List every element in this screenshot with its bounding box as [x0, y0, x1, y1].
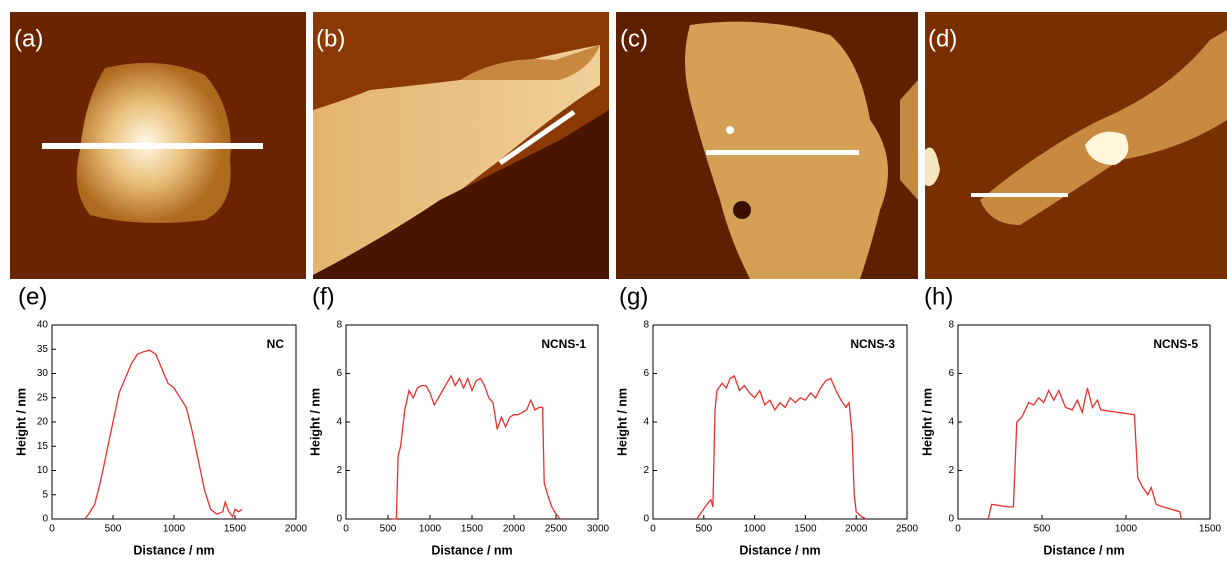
y-axis-title: Height / nm [308, 388, 322, 456]
x-axis-title: Distance / nm [431, 543, 512, 557]
x-tick-label: 1500 [461, 524, 484, 535]
afm-image-c [616, 12, 918, 280]
y-tick-label: 4 [948, 417, 954, 428]
afm-image-b [313, 12, 609, 279]
panel-label: (h) [924, 283, 953, 310]
x-tick-label: 1000 [419, 524, 442, 535]
y-tick-label: 40 [37, 320, 49, 331]
x-tick-label: 1000 [1115, 524, 1138, 535]
plot-frame [652, 324, 908, 520]
x-tick-label: 2500 [896, 524, 919, 535]
series-label: NCNS-5 [1153, 337, 1198, 351]
x-axis-title: Distance / nm [133, 543, 214, 557]
x-tick-label: 2500 [545, 524, 568, 535]
x-axis-title: Distance / nm [739, 543, 820, 557]
x-tick-label: 0 [343, 524, 349, 535]
series-label: NCNS-3 [850, 337, 895, 351]
y-tick-label: 5 [42, 489, 48, 500]
x-tick-label: 2000 [845, 524, 868, 535]
y-tick-label: 0 [948, 514, 954, 525]
y-tick-label: 0 [336, 514, 342, 525]
y-tick-label: 15 [37, 441, 49, 452]
y-axis-title: Height / nm [920, 388, 934, 456]
y-tick-label: 8 [948, 320, 954, 331]
x-tick-label: 0 [49, 524, 55, 535]
y-axis-title: Height / nm [615, 388, 629, 456]
y-tick-label: 0 [42, 514, 48, 525]
y-tick-label: 35 [37, 344, 49, 355]
y-tick-label: 4 [643, 417, 649, 428]
y-tick-label: 25 [37, 392, 49, 403]
plot-frame [345, 324, 599, 520]
x-tick-label: 500 [380, 524, 397, 535]
series-label: NC [267, 337, 285, 351]
y-tick-label: 8 [336, 320, 342, 331]
x-axis-title: Distance / nm [1043, 543, 1124, 557]
panel-label: (b) [316, 25, 345, 52]
x-tick-label: 1500 [794, 524, 817, 535]
y-tick-label: 6 [643, 368, 649, 379]
y-tick-label: 2 [643, 465, 649, 476]
plot-frame [957, 324, 1211, 520]
panel-label: (g) [619, 283, 648, 310]
data-line [392, 374, 561, 520]
y-tick-label: 2 [948, 465, 954, 476]
panel-label: (d) [928, 25, 957, 52]
y-tick-label: 6 [336, 368, 342, 379]
data-line [987, 387, 1183, 520]
y-tick-label: 4 [336, 417, 342, 428]
panel-label: (a) [14, 25, 43, 52]
y-tick-label: 8 [643, 320, 649, 331]
y-tick-label: 30 [37, 368, 49, 379]
x-tick-label: 0 [650, 524, 656, 535]
panel-label: (e) [18, 283, 47, 310]
series-label: NCNS-1 [541, 337, 586, 351]
data-line [84, 349, 243, 520]
x-tick-label: 2000 [285, 524, 308, 535]
panel-label: (f) [312, 283, 335, 310]
afm-image-d [925, 12, 1227, 279]
x-tick-label: 1500 [224, 524, 247, 535]
y-axis-title: Height / nm [14, 388, 28, 456]
y-tick-label: 0 [643, 514, 649, 525]
x-tick-label: 500 [1034, 524, 1051, 535]
x-tick-label: 2000 [503, 524, 526, 535]
x-tick-label: 500 [105, 524, 122, 535]
x-tick-label: 1000 [743, 524, 766, 535]
data-line [696, 374, 867, 520]
y-tick-label: 10 [37, 465, 49, 476]
y-tick-label: 2 [336, 465, 342, 476]
afm-image-a [10, 12, 306, 279]
plot-frame [51, 324, 297, 520]
panel-label: (c) [620, 25, 648, 52]
x-tick-label: 1500 [1199, 524, 1222, 535]
x-tick-label: 3000 [587, 524, 610, 535]
x-tick-label: 500 [695, 524, 712, 535]
x-tick-label: 0 [955, 524, 961, 535]
y-tick-label: 6 [948, 368, 954, 379]
x-tick-label: 1000 [163, 524, 186, 535]
y-tick-label: 20 [37, 417, 49, 428]
